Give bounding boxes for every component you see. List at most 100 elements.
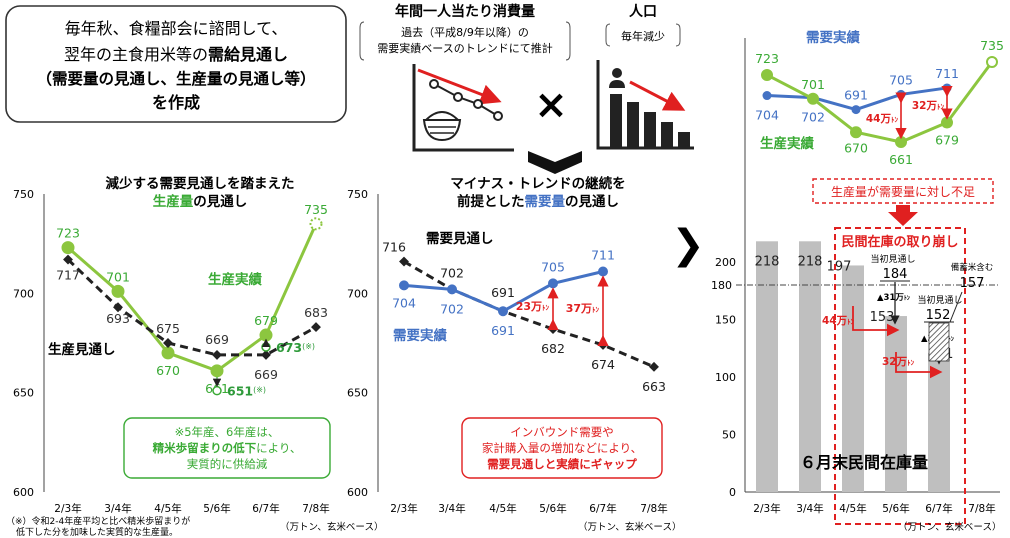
bar-y-tick-2: 100 bbox=[715, 371, 736, 384]
stock-bar-label-2: 197 bbox=[827, 259, 852, 274]
production-actual-label-2: 670 bbox=[156, 363, 180, 378]
production-forecast-point-3 bbox=[212, 349, 222, 360]
chart2-legend-actual: 需要実績 bbox=[393, 327, 447, 344]
demand-actual-point-1 bbox=[447, 284, 457, 295]
chart2-note-box: インバウンド需要や 家計購入量の増加などにより、 需要見通しと実績にギャップ bbox=[461, 417, 663, 479]
bar-y-tick-0: 0 bbox=[729, 486, 736, 499]
chart1-x-tick-0: 2/3年 bbox=[54, 502, 81, 515]
panel-gap-label-0: 44万ﾄﾝ bbox=[866, 113, 899, 125]
chart1-note-box: ※5年産、6年産は、 精米歩留まりの低下により、 実質的に供給減 bbox=[123, 417, 331, 479]
down-chevron-icon bbox=[528, 151, 582, 174]
panel-demand-point-2 bbox=[851, 105, 861, 115]
chart1-y-tick-1: 650 bbox=[13, 387, 34, 400]
forecast-drop-value-0: ▲31万 bbox=[877, 293, 904, 303]
shortage-down-arrow bbox=[888, 205, 918, 226]
shortage-note-text: 生産量が需要量に対し不足 bbox=[831, 184, 975, 199]
adjusted-label-1: 673(※) bbox=[276, 340, 315, 355]
drawdown-label-0: 44万ﾄﾝ bbox=[822, 315, 855, 327]
panel-production-point-5 bbox=[986, 56, 998, 68]
production-forecast-label-0: 717 bbox=[56, 268, 80, 283]
panel-production-label-3: 661 bbox=[889, 152, 913, 167]
drawdown-value-1: 32万 bbox=[882, 356, 908, 368]
consumption-sub2: 需要実績ベースのトレンドにて推計 bbox=[377, 41, 552, 55]
intro-line2-bold: 需給見通し bbox=[208, 45, 288, 64]
chart2-title-highlight: 需要量 bbox=[525, 193, 566, 210]
chart2-y-tick-2: 700 bbox=[347, 287, 368, 300]
demand-forecast-label-1: 702 bbox=[440, 265, 464, 280]
chart2-note-line1: インバウンド需要や bbox=[510, 425, 614, 439]
demand-gap-label-1: 37万ﾄﾝ bbox=[566, 302, 600, 315]
chart2-x-tick-5: 7/8年 bbox=[640, 502, 667, 515]
stock-bar-1 bbox=[799, 241, 821, 492]
demand-actual-label-4: 711 bbox=[591, 247, 615, 262]
chart2-x-tick-3: 5/6年 bbox=[539, 502, 566, 515]
panel-production-last-segment bbox=[945, 61, 994, 124]
panel-gap-label-1: 32万ﾄﾝ bbox=[912, 100, 945, 112]
population-bracket bbox=[605, 23, 681, 47]
production-actual-label-1: 701 bbox=[106, 269, 130, 284]
chart1-note-line2-rest: により、 bbox=[256, 441, 301, 455]
chart2-y-tick-3: 750 bbox=[347, 188, 368, 201]
bar-chart-unit-note: （万トン、玄米ベース） bbox=[898, 521, 1001, 533]
panel-production-label-2: 670 bbox=[844, 140, 868, 155]
intro-line3: （需要量の見通し、生産量の見通し等） bbox=[36, 69, 315, 88]
forecast-drop-label-0: ▲31万ﾄﾝ bbox=[877, 293, 910, 303]
intro-box: 毎年秋、食糧部会に諮問して、 翌年の主食用米等の需給見通し （需要量の見通し、生… bbox=[5, 5, 347, 123]
production-forecast-label-5: 683 bbox=[304, 305, 328, 320]
demand-actual-point-4 bbox=[598, 266, 608, 277]
demand-forecast-label-5: 663 bbox=[642, 379, 666, 394]
bar-x-tick-0: 2/3年 bbox=[753, 502, 780, 515]
production-forecast-label-4: 669 bbox=[254, 367, 278, 382]
initial-forecast-value-0: 184 bbox=[883, 267, 908, 282]
stock-bar-3 bbox=[885, 316, 907, 492]
panel-production-label-0: 723 bbox=[755, 51, 779, 66]
demand-actual-label-0: 704 bbox=[392, 295, 416, 310]
consumption-title: 年間一人当たり消費量 bbox=[395, 3, 535, 20]
chart1-legend-actual: 生産実績 bbox=[208, 271, 262, 288]
production-actual-last-segment bbox=[264, 223, 318, 336]
population-block: 人口 毎年減少 bbox=[596, 3, 694, 150]
demand-forecast-label-0: 716 bbox=[382, 240, 406, 255]
demand-gap-unit-1: ﾄﾝ bbox=[592, 306, 600, 314]
panel-production-point-4 bbox=[941, 116, 953, 129]
demand-forecast-point-3 bbox=[548, 324, 558, 335]
demand-chart: マイナス・トレンドの継続を 前提とした需要量の見通し 600650700750 … bbox=[347, 175, 681, 533]
demand-gap-label-0: 23万ﾄﾝ bbox=[516, 300, 550, 313]
adjusted-value-0: 651 bbox=[227, 384, 253, 399]
consumption-sub1: 過去（平成8/9年以降）の bbox=[401, 25, 529, 39]
panel-legend-production: 生産実績 bbox=[760, 135, 814, 152]
population-title: 人口 bbox=[629, 3, 657, 20]
production-chart: 減少する需要見通しを踏まえた 生産量の見通し 600 650 700 750 2/3年… bbox=[6, 175, 383, 538]
drawdown-unit-1: ﾄﾝ bbox=[907, 359, 915, 367]
chart1-note-line1: ※5年産、6年産は、 bbox=[175, 425, 280, 439]
panel-demand-label-0: 704 bbox=[755, 108, 779, 123]
production-actual-point-3 bbox=[210, 364, 224, 378]
production-forecast-label-1: 693 bbox=[106, 311, 130, 326]
production-actual-label-5: 735 bbox=[304, 202, 328, 217]
panel-demand-label-2: 691 bbox=[844, 88, 868, 103]
chart2-x-tick-0: 2/3年 bbox=[390, 502, 417, 515]
demand-forecast-label-4: 674 bbox=[591, 357, 615, 372]
demand-gap-value-0: 23万 bbox=[516, 300, 542, 313]
intro-line1: 毎年秋、食糧部会に諮問して、 bbox=[65, 19, 288, 38]
chart1-y-tick-3: 750 bbox=[13, 188, 34, 201]
chart1-x-tick-4: 6/7年 bbox=[252, 502, 279, 515]
chart2-title-pre: 前提とした bbox=[457, 193, 525, 210]
adjusted-label-0: 651(※) bbox=[227, 384, 266, 399]
demand-actual-label-1: 702 bbox=[440, 301, 464, 316]
initial-forecast-label-1: 当初見通し bbox=[917, 294, 962, 306]
production-forecast-point-4 bbox=[261, 349, 271, 360]
panel-legend-demand: 需要実績 bbox=[806, 29, 860, 46]
panel-production-point-2 bbox=[850, 126, 862, 139]
chart2-y-tick-1: 650 bbox=[347, 387, 368, 400]
drawdown-box: 民間在庫の取り崩し bbox=[834, 227, 966, 525]
chart2-title-line1: マイナス・トレンドの継続を bbox=[450, 175, 625, 192]
chart1-y-tick-0: 600 bbox=[13, 486, 34, 499]
stock-bar-label-3: 153 bbox=[870, 310, 895, 325]
consumption-bracket bbox=[359, 21, 571, 61]
shortage-note-box: 生産量が需要量に対し不足 bbox=[812, 178, 994, 204]
chart1-x-tick-3: 5/6年 bbox=[203, 502, 230, 515]
chart1-note-line2-bold: 精米歩留まりの低下 bbox=[153, 441, 257, 455]
bar-x-tick-1: 3/4年 bbox=[796, 502, 823, 515]
drawdown-unit-0: ﾄﾝ bbox=[847, 318, 855, 326]
